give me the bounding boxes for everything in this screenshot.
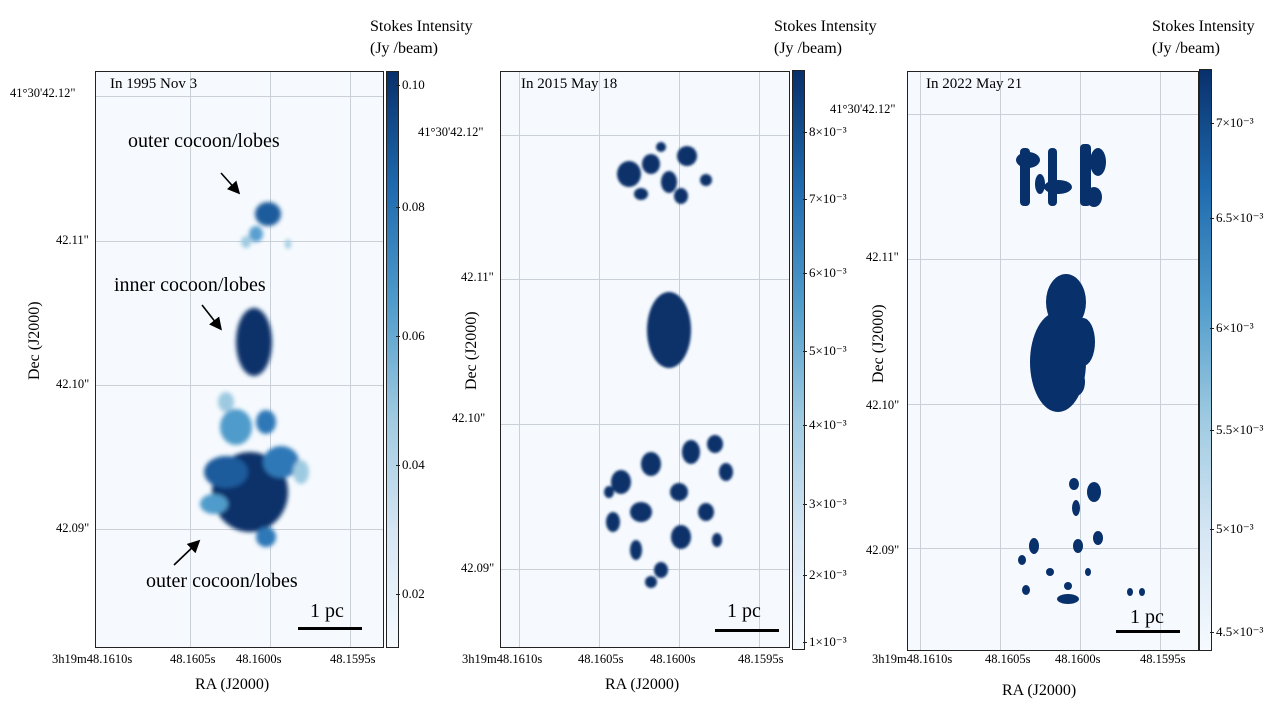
colorbar-tick: 5×10⁻³: [1210, 521, 1254, 536]
colorbar-title: Stokes Intensity (Jy /beam): [370, 18, 473, 57]
x-tick: 48.1605s: [170, 652, 216, 666]
colorbar-tick: 4×10⁻³: [803, 417, 847, 432]
grid-line: [350, 72, 351, 647]
x-tick: 3h19m48.1610s: [872, 652, 953, 666]
grid-line: [501, 569, 789, 570]
scale-bar: [298, 627, 362, 630]
y-axis-label: Dec (J2000): [26, 301, 43, 380]
colorbar-tick: 5.5×10⁻³: [1209, 422, 1264, 437]
scale-label: 1 pc: [310, 600, 344, 622]
grid-line: [1000, 72, 1001, 650]
x-tick: 48.1605s: [578, 652, 624, 666]
colorbar-tick: 2×10⁻³: [803, 567, 847, 582]
grid-line: [908, 548, 1198, 549]
colorbar-tick: 5×10⁻³: [803, 343, 847, 358]
x-tick: 3h19m48.1610s: [462, 652, 543, 666]
x-tick: 48.1600s: [650, 652, 696, 666]
scale-label: 1 pc: [727, 600, 761, 622]
y-tick: 42.11": [56, 233, 89, 247]
grid-line: [920, 72, 921, 650]
annotation-inner: inner cocoon/lobes: [114, 274, 266, 296]
grid-line: [599, 72, 600, 647]
colorbar-tick: 0.08: [396, 199, 425, 214]
grid-line: [96, 241, 383, 242]
radio-emission: [200, 202, 309, 547]
radio-emission: [604, 142, 733, 588]
colorbar-title: Stokes Intensity (Jy /beam): [774, 18, 877, 57]
scale-bar: [715, 629, 779, 632]
grid-line: [501, 424, 789, 425]
y-axis-label: Dec (J2000): [870, 304, 887, 383]
panel1-image: In 1995 Nov 3 1 pc: [95, 71, 384, 648]
y-tick: 41°30'42.12": [830, 102, 896, 116]
grid-line: [501, 135, 789, 136]
x-tick: 48.1600s: [236, 652, 282, 666]
annotation-outer-top: outer cocoon/lobes: [128, 130, 280, 152]
grid-line: [96, 385, 383, 386]
panel2-image: In 2015 May 18 1 pc: [500, 71, 790, 648]
panel3-colorbar: [1199, 69, 1212, 651]
y-tick: 42.10": [866, 398, 900, 412]
epoch-label: In 1995 Nov 3: [110, 76, 198, 92]
colorbar-tick: 7×10⁻³: [1210, 115, 1254, 130]
scale-label: 1 pc: [1130, 606, 1164, 628]
x-tick: 48.1600s: [1055, 652, 1101, 666]
colorbar-tick: 8×10⁻³: [803, 124, 847, 139]
y-tick: 42.11": [866, 250, 899, 264]
grid-line: [1160, 72, 1161, 650]
x-tick: 48.1595s: [1140, 652, 1186, 666]
panel1-colorbar: [386, 71, 399, 648]
x-tick: 48.1595s: [330, 652, 376, 666]
x-tick: 48.1605s: [985, 652, 1031, 666]
colorbar-tick: 1×10⁻³: [803, 634, 847, 649]
x-axis-label: RA (J2000): [1002, 682, 1077, 699]
x-axis-label: RA (J2000): [605, 676, 680, 693]
y-axis-label: Dec (J2000): [463, 311, 480, 390]
colorbar-tick: 6×10⁻³: [1210, 320, 1254, 335]
grid-line: [190, 72, 191, 647]
colorbar-tick: 0.04: [396, 457, 425, 472]
y-tick: 42.10": [56, 377, 90, 391]
epoch-label: In 2015 May 18: [521, 76, 618, 92]
y-tick: 42.10": [452, 411, 486, 425]
colorbar-tick: 7×10⁻³: [803, 191, 847, 206]
grid-line: [501, 279, 789, 280]
colorbar-title: Stokes Intensity (Jy /beam): [1152, 18, 1255, 57]
annotation-arrows: [173, 172, 241, 566]
grid-line: [908, 114, 1198, 115]
colorbar-tick: 0.02: [396, 586, 425, 601]
y-tick: 41°30'42.12": [418, 125, 484, 139]
colorbar-tick: 4.5×10⁻³: [1209, 624, 1264, 639]
colorbar-tick: 6×10⁻³: [803, 265, 847, 280]
x-axis-label: RA (J2000): [195, 676, 270, 693]
colorbar-tick: 3×10⁻³: [803, 496, 847, 511]
y-tick: 42.09": [461, 561, 495, 575]
x-tick: 3h19m48.1610s: [52, 652, 133, 666]
colorbar-tick: 0.10: [396, 77, 425, 92]
x-tick: 48.1595s: [738, 652, 784, 666]
colorbar-tick: 6.5×10⁻³: [1209, 210, 1264, 225]
y-tick: 41°30'42.12": [10, 86, 76, 100]
y-tick: 42.11": [461, 270, 494, 284]
grid-line: [96, 96, 383, 97]
panel2-colorbar: [792, 70, 805, 650]
scale-bar: [1116, 630, 1180, 633]
annotation-outer-bottom: outer cocoon/lobes: [146, 570, 298, 592]
y-tick: 42.09": [866, 543, 900, 557]
grid-line: [270, 72, 271, 647]
y-tick: 42.09": [56, 521, 90, 535]
grid-line: [519, 72, 520, 647]
panel3-image: In 2022 May 21 1 pc: [907, 71, 1199, 651]
epoch-label: In 2022 May 21: [926, 76, 1023, 92]
colorbar-tick: 0.06: [396, 328, 425, 343]
grid-line: [759, 72, 760, 647]
grid-line: [908, 259, 1198, 260]
radio-emission: [1016, 144, 1145, 604]
